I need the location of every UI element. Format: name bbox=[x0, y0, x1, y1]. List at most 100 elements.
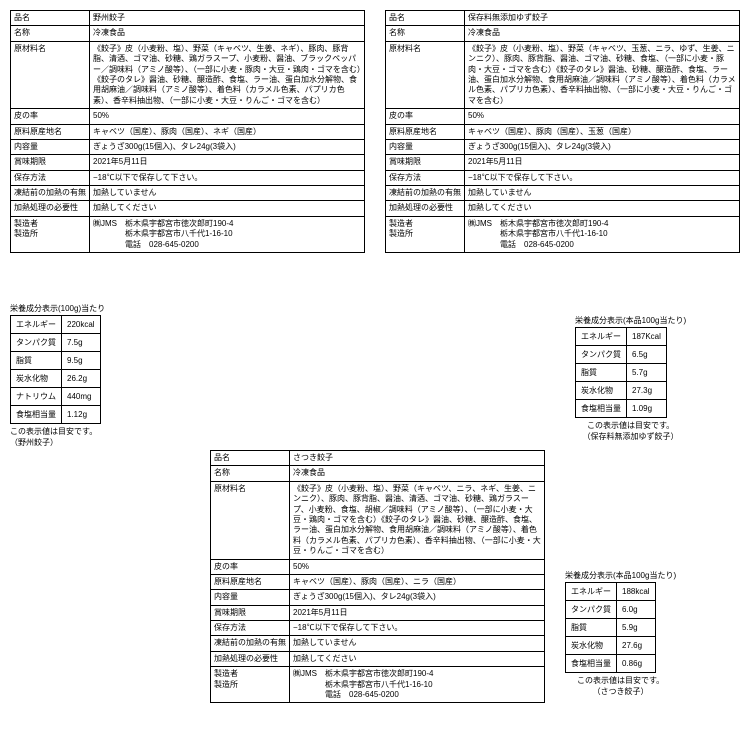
nutrition-note-1: この表示値は目安です。 （野州餃子） bbox=[10, 426, 105, 448]
label-value: 50% bbox=[290, 559, 545, 574]
nutri-value: 1.09g bbox=[627, 400, 667, 418]
label-value: 加熱していません bbox=[90, 186, 365, 201]
label-value: 2021年5月11日 bbox=[465, 155, 740, 170]
label-value: 加熱してください bbox=[465, 201, 740, 216]
label-value: 加熱していません bbox=[290, 636, 545, 651]
label-value: 保存料無添加ゆず餃子 bbox=[465, 11, 740, 26]
label-key: 加熱処理の必要性 bbox=[386, 201, 465, 216]
nutri-value: 26.2g bbox=[62, 370, 101, 388]
label-value: ㈱JMS 栃木県宇都宮市徳次郎町190-4 栃木県宇都宮市八千代1-16-10 … bbox=[290, 667, 545, 703]
nutri-key: タンパク質 bbox=[566, 601, 617, 619]
nutri-key: エネルギー bbox=[576, 328, 627, 346]
label-value: −18℃以下で保存して下さい。 bbox=[90, 170, 365, 185]
label-value: さつき餃子 bbox=[290, 451, 545, 466]
label-value: 2021年5月11日 bbox=[90, 155, 365, 170]
nutri-value: 188kcal bbox=[617, 583, 656, 601]
label-key: 原料原産地名 bbox=[211, 574, 290, 589]
nutri-key: タンパク質 bbox=[11, 334, 62, 352]
label-value: ぎょうざ300g(15個入)、タレ24g(3袋入) bbox=[290, 590, 545, 605]
label-value: 50% bbox=[90, 109, 365, 124]
nutri-key: 脂質 bbox=[566, 619, 617, 637]
nutri-value: 0.86g bbox=[617, 655, 656, 673]
label-key: 凍結前の加熱の有無 bbox=[211, 636, 290, 651]
nutri-value: 27.6g bbox=[617, 637, 656, 655]
nutri-value: 6.5g bbox=[627, 346, 667, 364]
label-key: 皮の率 bbox=[211, 559, 290, 574]
nutrition-title-3: 栄養成分表示(本品100g当たり) bbox=[565, 570, 676, 581]
label-key: 原材料名 bbox=[386, 41, 465, 108]
nutri-value: 6.0g bbox=[617, 601, 656, 619]
nutri-key: エネルギー bbox=[11, 316, 62, 334]
nutri-value: 9.5g bbox=[62, 352, 101, 370]
nutri-value: 1.12g bbox=[62, 406, 101, 424]
label-key: 凍結前の加熱の有無 bbox=[11, 186, 90, 201]
label-value: ㈱JMS 栃木県宇都宮市徳次郎町190-4 栃木県宇都宮市八千代1-16-10 … bbox=[90, 216, 365, 252]
label-key: 賞味期限 bbox=[386, 155, 465, 170]
nutri-value: 440mg bbox=[62, 388, 101, 406]
nutri-key: エネルギー bbox=[566, 583, 617, 601]
label-key: 原料原産地名 bbox=[386, 124, 465, 139]
nutri-value: 27.3g bbox=[627, 382, 667, 400]
nutrition-table-1: エネルギー220kcalタンパク質7.5g脂質9.5g炭水化物26.2gナトリウ… bbox=[10, 315, 101, 424]
label-value: 《餃子》皮（小麦粉、塩）、野菜（キャベツ、生姜、ネギ）、豚肉、豚背脂、清酒、ゴマ… bbox=[90, 41, 365, 108]
label-value: −18℃以下で保存して下さい。 bbox=[465, 170, 740, 185]
label-key: 名称 bbox=[386, 26, 465, 41]
label-key: 皮の率 bbox=[11, 109, 90, 124]
label-value: 加熱していません bbox=[465, 186, 740, 201]
nutri-key: 炭水化物 bbox=[11, 370, 62, 388]
nutri-value: 187Kcal bbox=[627, 328, 667, 346]
label-value: キャベツ（国産）、豚肉（国産）、玉葱（国産） bbox=[465, 124, 740, 139]
nutri-key: タンパク質 bbox=[576, 346, 627, 364]
label-value: 《餃子》皮（小麦粉、塩）、野菜（キャベツ、ニラ、ネギ、生姜、ニンニク）、豚肉、豚… bbox=[290, 481, 545, 559]
label-key: 加熱処理の必要性 bbox=[11, 201, 90, 216]
product-label-2: 品名保存料無添加ゆず餃子名称冷凍食品原材料名《餃子》皮（小麦粉、塩）、野菜（キャ… bbox=[385, 10, 740, 253]
label-key: 品名 bbox=[211, 451, 290, 466]
label-key: 内容量 bbox=[211, 590, 290, 605]
nutri-key: 食塩相当量 bbox=[576, 400, 627, 418]
nutri-key: 炭水化物 bbox=[576, 382, 627, 400]
product-label-1: 品名野州餃子名称冷凍食品原材料名《餃子》皮（小麦粉、塩）、野菜（キャベツ、生姜、… bbox=[10, 10, 365, 253]
label-value: 冷凍食品 bbox=[290, 466, 545, 481]
label-value: ㈱JMS 栃木県宇都宮市徳次郎町190-4 栃木県宇都宮市八千代1-16-10 … bbox=[465, 216, 740, 252]
label-key: 製造者 製造所 bbox=[386, 216, 465, 252]
nutrition-note-2: この表示値は目安です。 （保存料無添加ゆず餃子） bbox=[575, 420, 686, 442]
label-key: 品名 bbox=[11, 11, 90, 26]
label-value: キャベツ（国産）、豚肉（国産）、ネギ（国産） bbox=[90, 124, 365, 139]
label-value: ぎょうざ300g(15個入)、タレ24g(3袋入) bbox=[465, 139, 740, 154]
nutrition-note-3: この表示値は目安です。 （さつき餃子） bbox=[565, 675, 676, 697]
label-key: 賞味期限 bbox=[11, 155, 90, 170]
label-value: 野州餃子 bbox=[90, 11, 365, 26]
nutri-key: 食塩相当量 bbox=[11, 406, 62, 424]
nutrition-title-1: 栄養成分表示(100g)当たり bbox=[10, 303, 105, 314]
label-key: 皮の率 bbox=[386, 109, 465, 124]
product-label-3: 品名さつき餃子名称冷凍食品原材料名《餃子》皮（小麦粉、塩）、野菜（キャベツ、ニラ… bbox=[210, 450, 545, 703]
nutri-value: 7.5g bbox=[62, 334, 101, 352]
label-key: 名称 bbox=[11, 26, 90, 41]
label-value: 冷凍食品 bbox=[90, 26, 365, 41]
nutri-key: 食塩相当量 bbox=[566, 655, 617, 673]
label-key: 原料原産地名 bbox=[11, 124, 90, 139]
nutri-key: 炭水化物 bbox=[566, 637, 617, 655]
nutrition-title-2: 栄養成分表示(本品100g当たり) bbox=[575, 315, 686, 326]
nutrition-table-3: エネルギー188kcalタンパク質6.0g脂質5.9g炭水化物27.6g食塩相当… bbox=[565, 582, 656, 673]
label-value: ぎょうざ300g(15個入)、タレ24g(3袋入) bbox=[90, 139, 365, 154]
nutrition-table-2: エネルギー187Kcalタンパク質6.5g脂質5.7g炭水化物27.3g食塩相当… bbox=[575, 327, 667, 418]
label-value: −18℃以下で保存して下さい。 bbox=[290, 621, 545, 636]
label-value: 50% bbox=[465, 109, 740, 124]
label-key: 加熱処理の必要性 bbox=[211, 651, 290, 666]
nutri-value: 5.7g bbox=[627, 364, 667, 382]
label-key: 製造者 製造所 bbox=[211, 667, 290, 703]
nutri-value: 220kcal bbox=[62, 316, 101, 334]
label-key: 凍結前の加熱の有無 bbox=[386, 186, 465, 201]
nutri-key: 脂質 bbox=[11, 352, 62, 370]
label-key: 保存方法 bbox=[11, 170, 90, 185]
label-key: 内容量 bbox=[386, 139, 465, 154]
label-value: 冷凍食品 bbox=[465, 26, 740, 41]
label-value: キャベツ（国産）、豚肉（国産）、ニラ（国産） bbox=[290, 574, 545, 589]
nutri-value: 5.9g bbox=[617, 619, 656, 637]
label-value: 2021年5月11日 bbox=[290, 605, 545, 620]
label-key: 保存方法 bbox=[211, 621, 290, 636]
nutri-key: ナトリウム bbox=[11, 388, 62, 406]
label-key: 原材料名 bbox=[211, 481, 290, 559]
label-value: 《餃子》皮（小麦粉、塩）、野菜（キャベツ、玉葱、ニラ、ゆず、生姜、ニンニク）、豚… bbox=[465, 41, 740, 108]
